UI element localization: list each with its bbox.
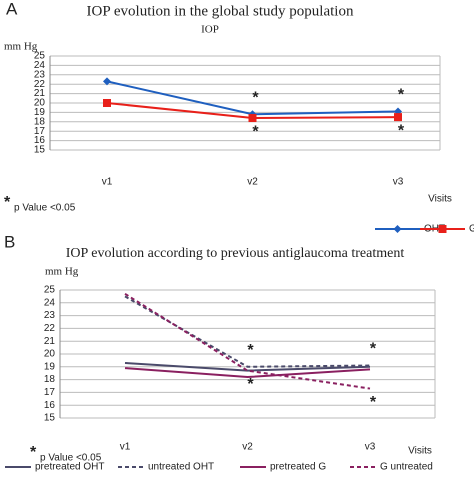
- x-tick-label: v3: [393, 177, 404, 188]
- significance-marker: *: [398, 122, 405, 139]
- y-tick-label: 19: [44, 361, 56, 372]
- legend-label: untreated OHT: [148, 462, 214, 473]
- y-tick-label: 16: [44, 400, 56, 411]
- y-tick-label: 18: [44, 374, 56, 385]
- x-axis-label: Visits: [428, 194, 452, 205]
- panel-label: B: [4, 232, 15, 251]
- series-line: [124, 367, 371, 379]
- y-tick-label: 24: [44, 297, 56, 308]
- y-tick-label: 22: [34, 79, 46, 90]
- marker: [103, 77, 111, 86]
- footnote-text: p Value <0.05: [40, 453, 102, 464]
- significance-marker: *: [252, 89, 259, 106]
- y-tick-label: 19: [34, 107, 46, 118]
- y-tick-label: 20: [34, 98, 46, 109]
- significance-marker: *: [370, 394, 377, 411]
- panel-label: A: [6, 0, 18, 18]
- y-tick-label: 22: [44, 323, 56, 334]
- marker: [394, 113, 402, 122]
- footnote-symbol: *: [4, 194, 11, 211]
- y-tick-label: 18: [34, 116, 46, 127]
- significance-marker: *: [247, 376, 254, 393]
- x-tick-label: v1: [120, 442, 131, 453]
- footnote-text: p Value <0.05: [14, 203, 76, 214]
- significance-marker: *: [370, 341, 377, 358]
- y-tick-label: 17: [34, 126, 46, 137]
- series-line: [124, 292, 371, 390]
- legend-label: pretreated G: [270, 462, 326, 473]
- y-tick-label: 15: [44, 413, 56, 424]
- significance-marker: *: [247, 342, 254, 359]
- x-tick-label: v2: [247, 177, 258, 188]
- x-tick-label: v3: [365, 442, 376, 453]
- chart-subtitle: IOP: [201, 24, 219, 36]
- marker: [248, 114, 257, 123]
- legend-marker: [438, 225, 447, 233]
- significance-marker: *: [398, 87, 405, 104]
- y-tick-label: 21: [44, 336, 56, 347]
- x-tick-label: v1: [102, 177, 113, 188]
- marker: [103, 99, 111, 107]
- chart-title: IOP evolution according to previous anti…: [66, 246, 405, 261]
- y-tick-label: 23: [44, 310, 56, 321]
- legend-marker: [393, 225, 402, 233]
- series-line: [124, 295, 371, 368]
- y-tick-label: 15: [34, 145, 46, 156]
- significance-marker: *: [252, 123, 259, 140]
- y-tick-label: 21: [34, 88, 46, 99]
- y-tick-label: 25: [34, 51, 46, 62]
- series-line: [124, 361, 371, 372]
- y-axis-label: mm Hg: [4, 41, 38, 53]
- y-tick-label: 20: [44, 349, 56, 360]
- x-tick-label: v2: [242, 442, 253, 453]
- chart-title: IOP evolution in the global study popula…: [87, 3, 354, 19]
- y-tick-label: 17: [44, 387, 56, 398]
- footnote-symbol: *: [30, 444, 37, 461]
- legend-label: pretreated OHT: [35, 462, 104, 473]
- y-tick-label: 23: [34, 69, 46, 80]
- y-axis-label: mm Hg: [45, 266, 79, 278]
- y-tick-label: 16: [34, 135, 46, 146]
- y-tick-label: 25: [44, 285, 56, 296]
- x-axis-label: Visits: [408, 446, 432, 457]
- y-tick-label: 24: [34, 60, 46, 71]
- legend-label: G: [469, 224, 474, 235]
- legend-label: G untreated: [380, 462, 433, 473]
